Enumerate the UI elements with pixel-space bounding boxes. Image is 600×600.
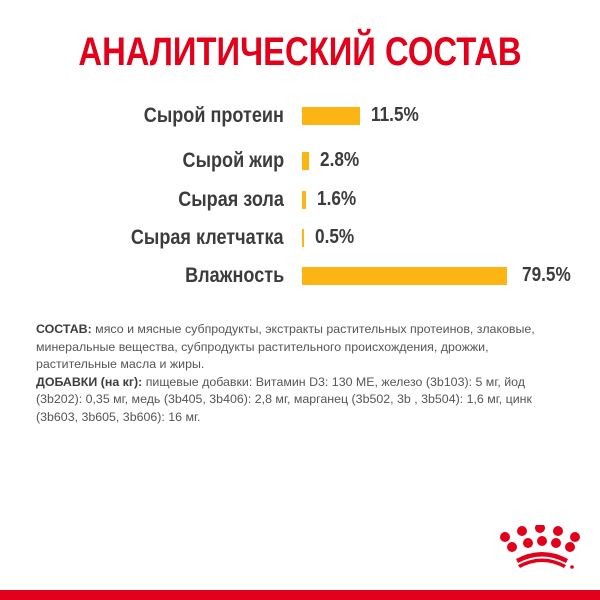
bar-label: Сырая зола — [178, 188, 284, 211]
bar-value: 79.5% — [522, 264, 571, 286]
bar-value: 11.5% — [371, 104, 419, 126]
chart-row: Сырая зола 1.6% — [0, 184, 600, 218]
chart-row: Сырая клетчатка 0.5% — [0, 222, 600, 256]
composition-block: СОСТАВ: мясо и мясные субпродукты, экстр… — [36, 321, 566, 426]
bar-label: Сырой жир — [182, 149, 284, 172]
bar-value: 2.8% — [320, 149, 360, 171]
bar-label: Сырая клетчатка — [131, 226, 284, 249]
bar-label: Влажность — [184, 264, 284, 287]
chart-row: Влажность 79.5% — [0, 260, 600, 294]
bar — [302, 152, 310, 170]
bar — [302, 229, 304, 247]
bar — [302, 191, 307, 209]
bar-label: Сырой протеин — [143, 104, 284, 127]
chart-row: Сырой жир 2.8% — [0, 145, 600, 179]
page-title: АНАЛИТИЧЕСКИЙ СОСТАВ — [78, 30, 522, 74]
bar-value: 0.5% — [315, 226, 355, 248]
royal-canin-crown-icon — [490, 523, 590, 585]
bar — [302, 107, 360, 125]
bar — [302, 267, 507, 285]
ingredients-paragraph: СОСТАВ: мясо и мясные субпродукты, экстр… — [36, 321, 566, 374]
additives-paragraph: ДОБАВКИ (на кг): пищевые добавки: Витами… — [36, 374, 566, 427]
additives-label: ДОБАВКИ (на кг): — [36, 374, 143, 389]
ingredients-text: мясо и мясные субпродукты, экстракты рас… — [36, 322, 535, 371]
chart-row: Сырой протеин 11.5% — [0, 100, 600, 134]
footer-red-bar — [0, 590, 600, 600]
additives-text: пищевые добавки: Витамин D3: 130 МЕ, жел… — [36, 374, 532, 424]
bar-value: 1.6% — [317, 188, 357, 210]
ingredients-label: СОСТАВ: — [36, 322, 92, 336]
